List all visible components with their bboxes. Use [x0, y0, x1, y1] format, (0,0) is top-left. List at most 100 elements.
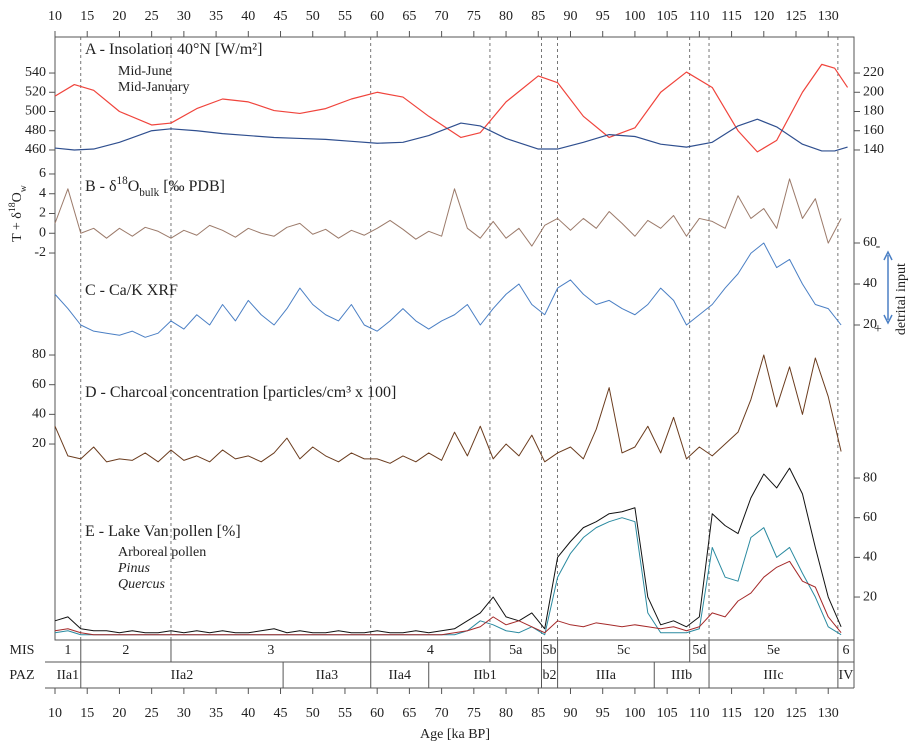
x-tick-label-top: 120 [753, 9, 774, 24]
y-tick-label: 540 [25, 65, 46, 80]
x-tick-label-top: 15 [80, 9, 94, 24]
plot-frame [54, 36, 855, 641]
x-tick-label-bottom: 70 [435, 706, 449, 721]
x-tick-label-bottom: 100 [624, 706, 645, 721]
y2-direction-top: - [876, 239, 881, 254]
x-tick-label-bottom: 80 [499, 706, 513, 721]
x-axis-title: Age [ka BP] [420, 727, 490, 742]
text-part: D - Charcoal concentration [particles/cm… [85, 384, 396, 401]
x-tick-label-top: 55 [338, 9, 352, 24]
x-tick-label-top: 115 [721, 9, 741, 24]
y-tick-label: 520 [25, 84, 46, 99]
x-tick-label-top: 30 [177, 9, 191, 24]
stage-label: 3 [267, 643, 274, 658]
text-part: bulk [139, 187, 159, 199]
x-tick-label-bottom: 10 [48, 706, 62, 721]
text-part: 18 [7, 202, 18, 212]
y2-tick-label: 40 [863, 276, 877, 291]
y2-tick-label: 200 [863, 84, 884, 99]
series-line [54, 242, 842, 338]
legend-label: Pinus [117, 561, 150, 576]
y-tick-label: 6 [39, 166, 46, 181]
x-tick-label-top: 20 [112, 9, 126, 24]
text-part: T + δ [10, 212, 25, 242]
y2-tick-label: 80 [863, 470, 877, 485]
text-part: B - δ [85, 178, 117, 195]
x-tick-label-top: 75 [467, 9, 481, 24]
x-tick-label-top: 35 [209, 9, 223, 24]
x-tick-label-bottom: 85 [531, 706, 545, 721]
arrow-heads [883, 250, 893, 325]
zone-label: IIa2 [171, 668, 194, 683]
x-tick-label-bottom: 40 [241, 706, 255, 721]
y2-tick-label: 140 [863, 142, 884, 157]
series-line [54, 354, 842, 464]
x-tick-label-top: 105 [657, 9, 678, 24]
x-tick-label-top: 130 [818, 9, 839, 24]
x-tick-label-bottom: 25 [145, 706, 159, 721]
x-tick-label-bottom: 20 [112, 706, 126, 721]
stage-label: 4 [427, 643, 434, 658]
y2-tick-label: 20 [863, 317, 877, 332]
y-tick-label: 480 [25, 123, 46, 138]
text-part: 18 [117, 175, 129, 187]
series-line [54, 63, 849, 153]
x-tick-label-top: 110 [689, 9, 709, 24]
text-part: w [18, 184, 29, 192]
stage-label: 5b [543, 643, 557, 658]
x-tick-label-bottom: 65 [402, 706, 416, 721]
legend-label: Arboreal pollen [118, 545, 206, 560]
y-tick-label: 500 [25, 104, 46, 119]
x-tick-label-bottom: 55 [338, 706, 352, 721]
y2-tick-label: 60 [863, 235, 877, 250]
panel-title: C - Ca/K XRF [85, 282, 178, 299]
x-tick-label-top: 70 [435, 9, 449, 24]
x-tick-label-bottom: 110 [689, 706, 709, 721]
x-tick-label-bottom: 130 [818, 706, 839, 721]
zone-label: IIIc [763, 668, 783, 683]
x-tick-label-bottom: 95 [596, 706, 610, 721]
x-tick-label-top: 25 [145, 9, 159, 24]
x-tick-label-bottom: 90 [563, 706, 577, 721]
zone-label: IIb1 [473, 668, 496, 683]
x-tick-label-bottom: 30 [177, 706, 191, 721]
stage-label: 5d [692, 643, 706, 658]
zone-label: IIa1 [57, 668, 80, 683]
y2-tick-label: 20 [863, 589, 877, 604]
legend-label: Mid-June [118, 64, 172, 79]
zone-label: IIIb [671, 668, 692, 683]
stage-label: 6 [842, 643, 849, 658]
y2-axis-title: detrital input [894, 263, 909, 335]
y2-tick-label: 160 [863, 123, 884, 138]
x-tick-label-bottom: 60 [370, 706, 384, 721]
zone-label: b2 [543, 668, 557, 683]
y-axis-title: T + δ18Ow [7, 184, 29, 242]
x-tick-label-top: 90 [563, 9, 577, 24]
panel-title: D - Charcoal concentration [particles/cm… [85, 384, 396, 401]
text-part: E - Lake Van pollen [%] [85, 523, 241, 540]
y-tick-label: 0 [39, 225, 46, 240]
x-tick-label-top: 50 [306, 9, 320, 24]
text-part: C - Ca/K XRF [85, 282, 178, 299]
panel-title: B - δ18Obulk [‰ PDB] [85, 175, 225, 199]
y2-tick-label: 60 [863, 510, 877, 525]
series-line [54, 178, 842, 247]
zone-label: IIa3 [316, 668, 339, 683]
x-tick-label-top: 95 [596, 9, 610, 24]
x-tick-label-bottom: 115 [721, 706, 741, 721]
x-tick-label-bottom: 15 [80, 706, 94, 721]
legend-label: Quercus [118, 577, 165, 592]
x-tick-label-top: 10 [48, 9, 62, 24]
y-tick-label: 460 [25, 142, 46, 157]
y-tick-label: 40 [32, 407, 46, 422]
y-tick-label: 20 [32, 436, 46, 451]
x-tick-label-bottom: 105 [657, 706, 678, 721]
y2-tick-label: 40 [863, 550, 877, 565]
x-tick-label-bottom: 45 [274, 706, 288, 721]
mis-label: MIS [10, 643, 35, 658]
x-tick-label-bottom: 50 [306, 706, 320, 721]
text-part: A - Insolation 40°N [W/m²] [85, 41, 262, 58]
y2-direction-bottom: + [874, 322, 882, 337]
y2-tick-label: 180 [863, 104, 884, 119]
